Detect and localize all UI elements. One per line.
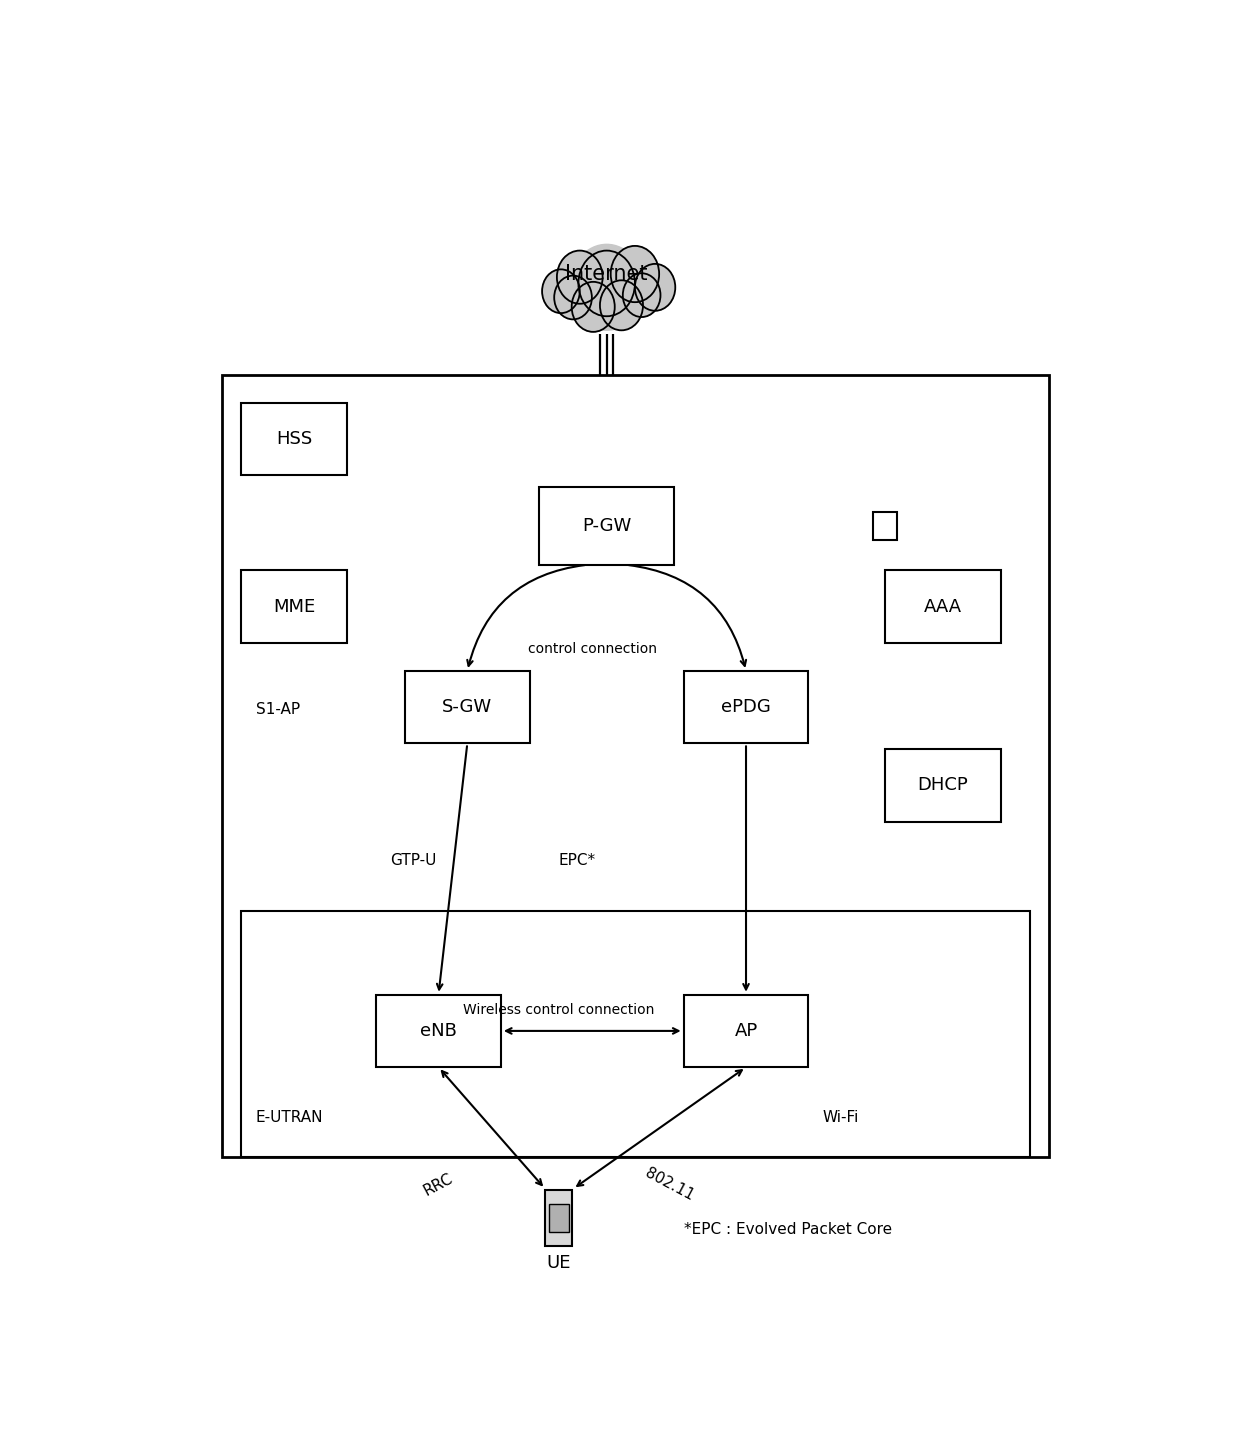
Text: 802.11: 802.11 — [642, 1166, 696, 1204]
Bar — [885, 750, 1001, 822]
Text: Internet: Internet — [565, 264, 649, 284]
Text: P-GW: P-GW — [582, 516, 631, 535]
Bar — [683, 671, 808, 744]
Text: S1-AP: S1-AP — [255, 702, 300, 718]
Text: RRC: RRC — [422, 1170, 456, 1198]
Circle shape — [600, 280, 644, 331]
Bar — [546, 1190, 572, 1246]
Text: control connection: control connection — [528, 641, 657, 655]
Bar — [873, 512, 898, 539]
Bar — [242, 403, 347, 476]
Bar — [242, 570, 347, 642]
Bar — [376, 995, 501, 1067]
Circle shape — [611, 247, 660, 302]
Bar — [683, 995, 808, 1067]
Circle shape — [557, 251, 603, 303]
Bar — [404, 671, 529, 744]
Text: DHCP: DHCP — [918, 776, 968, 795]
Circle shape — [542, 270, 580, 313]
Bar — [539, 487, 675, 566]
Text: EPC*: EPC* — [558, 853, 595, 869]
Text: S-GW: S-GW — [443, 697, 492, 716]
Circle shape — [622, 273, 661, 318]
Text: HSS: HSS — [277, 431, 312, 448]
Text: E-UTRAN: E-UTRAN — [255, 1109, 324, 1125]
Text: AAA: AAA — [924, 597, 962, 616]
Bar — [885, 570, 1001, 642]
Circle shape — [578, 251, 635, 316]
Text: Wireless control connection: Wireless control connection — [463, 1003, 655, 1016]
Text: AP: AP — [734, 1022, 758, 1040]
Text: ePDG: ePDG — [722, 697, 771, 716]
Circle shape — [635, 264, 676, 310]
Text: GTP-U: GTP-U — [391, 853, 436, 869]
Bar — [222, 376, 1049, 1157]
Bar — [548, 1204, 569, 1232]
Text: Wi-Fi: Wi-Fi — [823, 1109, 859, 1125]
Text: MME: MME — [273, 597, 315, 616]
Bar — [242, 911, 1029, 1157]
Circle shape — [572, 281, 615, 332]
Text: *EPC : Evolved Packet Core: *EPC : Evolved Packet Core — [683, 1221, 892, 1237]
Text: UE: UE — [547, 1254, 570, 1272]
Circle shape — [569, 245, 644, 331]
Text: eNB: eNB — [420, 1022, 456, 1040]
Circle shape — [554, 276, 591, 319]
